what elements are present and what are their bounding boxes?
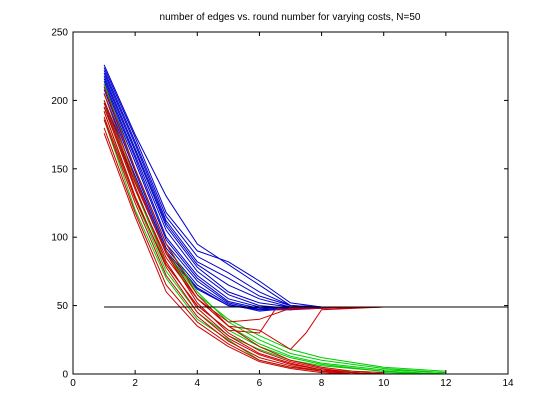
chart-title: number of edges vs. round number for var… bbox=[159, 12, 421, 23]
y-tick-label: 50 bbox=[57, 301, 69, 312]
y-axis: 0 50 100 150 200 250 bbox=[51, 28, 508, 381]
x-tick-label: 2 bbox=[132, 378, 138, 389]
series-line-red-20 bbox=[103, 86, 384, 374]
y-tick-label: 100 bbox=[51, 233, 68, 244]
series-line-blue-11 bbox=[103, 93, 508, 312]
x-tick-label: 4 bbox=[195, 378, 201, 389]
x-tick-label: 0 bbox=[70, 378, 76, 389]
series-line-red-25 bbox=[103, 127, 384, 375]
axes-box bbox=[72, 31, 509, 375]
x-tick-label: 6 bbox=[257, 378, 263, 389]
series-line-red-27 bbox=[103, 100, 384, 351]
series-layer bbox=[103, 64, 508, 375]
series-line-green-17 bbox=[103, 111, 446, 375]
series-line-red-24 bbox=[103, 119, 384, 375]
series-line-red-29 bbox=[103, 116, 508, 334]
x-tick-label: 8 bbox=[319, 378, 325, 389]
x-tick-label: 10 bbox=[378, 378, 390, 389]
series-line-blue-10 bbox=[103, 89, 508, 311]
y-tick-label: 250 bbox=[51, 28, 68, 39]
series-line-blue-9 bbox=[103, 86, 508, 311]
series-line-blue-1 bbox=[103, 64, 508, 308]
series-line-blue-12 bbox=[103, 100, 508, 311]
y-tick-label: 0 bbox=[62, 370, 68, 381]
series-line-green-16 bbox=[103, 102, 446, 375]
x-tick-label: 12 bbox=[440, 378, 452, 389]
series-line-red-28 bbox=[103, 107, 508, 323]
series-line-red-26 bbox=[103, 133, 384, 375]
y-tick-label: 150 bbox=[51, 164, 68, 175]
x-axis: 0 2 4 6 8 10 12 14 bbox=[70, 32, 514, 389]
x-tick-label: 14 bbox=[502, 378, 514, 389]
y-tick-label: 200 bbox=[51, 96, 68, 107]
